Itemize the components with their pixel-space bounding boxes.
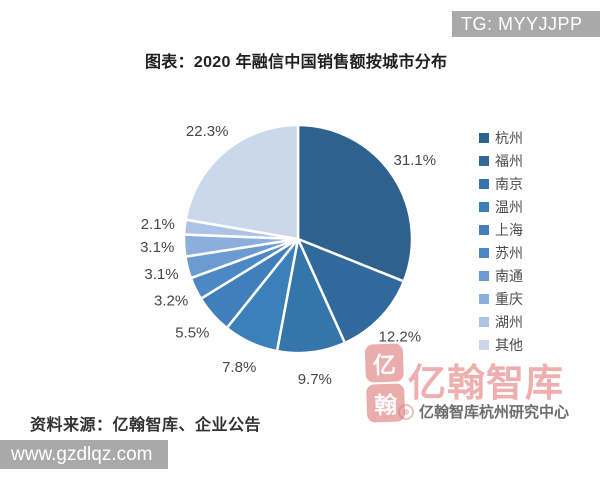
legend-swatch-icon — [479, 248, 489, 258]
source-note: 资料来源：亿翰智库、企业公告 — [30, 417, 262, 434]
pie-slice-其他 — [184, 123, 300, 241]
legend-label: 苏州 — [495, 245, 523, 261]
seal-char-top: 亿 — [364, 343, 404, 383]
pie-labels: 31.1% 12.2% 9.7% 7.8% 5.5% 3.2% 3.1% 3.1% 2.1% 22… — [140, 123, 436, 388]
legend-item: 南京 — [479, 176, 523, 192]
pie-value-label: 5.5% — [175, 324, 209, 341]
pie-value-label: 7.8% — [222, 359, 256, 376]
legend-label: 温州 — [495, 199, 523, 215]
legend-item: 重庆 — [479, 291, 523, 307]
legend-item: 湖州 — [479, 314, 523, 330]
yihan-research-center-text: 亿翰智库杭州研究中心 — [419, 404, 570, 421]
legend-item: 杭州 — [479, 130, 523, 146]
legend-swatch-icon — [479, 225, 489, 235]
legend-swatch-icon — [479, 133, 489, 143]
chart-title: 图表：2020 年融信中国销售额按城市分布 — [145, 54, 448, 71]
site-url-text: www.gzdlqz.com — [11, 444, 153, 465]
pie-value-label: 3.2% — [154, 292, 188, 309]
pie-legend: 杭州福州南京温州上海苏州南通重庆湖州其他 — [479, 130, 523, 353]
pie-slices — [182, 123, 414, 355]
legend-label: 重庆 — [495, 291, 523, 307]
legend-swatch-icon — [479, 317, 489, 327]
pie-value-label: 3.1% — [144, 266, 178, 283]
legend-item: 上海 — [479, 222, 523, 238]
legend-label: 杭州 — [495, 130, 523, 146]
pie-value-label: 9.7% — [298, 371, 332, 388]
tg-watermark-text: TG: MYYJJPP — [461, 14, 583, 34]
legend-label: 南通 — [495, 268, 523, 284]
legend-label: 湖州 — [495, 314, 523, 330]
tg-watermark-banner: TG: MYYJJPP — [452, 11, 600, 37]
legend-item: 苏州 — [479, 245, 523, 261]
legend-swatch-icon — [479, 202, 489, 212]
pie-value-label: 22.3% — [186, 123, 229, 140]
yihan-watermark-text: 亿翰智库 — [408, 363, 565, 405]
legend-item: 南通 — [479, 268, 523, 284]
legend-swatch-icon — [479, 294, 489, 304]
legend-label: 福州 — [495, 153, 523, 169]
pie-value-label: 3.1% — [140, 239, 174, 256]
legend-swatch-icon — [479, 340, 489, 350]
legend-label: 南京 — [495, 176, 523, 192]
legend-swatch-icon — [479, 271, 489, 281]
legend-swatch-icon — [479, 156, 489, 166]
pie-slice-杭州 — [296, 123, 414, 283]
legend-item: 福州 — [479, 153, 523, 169]
legend-label: 其他 — [495, 337, 523, 353]
pie-value-label: 2.1% — [141, 216, 175, 233]
legend-item: 温州 — [479, 199, 523, 215]
legend-label: 上海 — [495, 222, 523, 238]
yihan-research-center: 亿翰智库杭州研究中心 — [398, 401, 569, 422]
site-url-banner: www.gzdlqz.com — [0, 440, 168, 469]
yihan-logo-icon — [398, 403, 414, 420]
legend-swatch-icon — [479, 179, 489, 189]
legend-item: 其他 — [479, 337, 523, 353]
pie-slice-福州 — [296, 237, 406, 345]
pie-value-label: 31.1% — [394, 152, 437, 169]
pie-value-label: 12.2% — [379, 329, 422, 346]
